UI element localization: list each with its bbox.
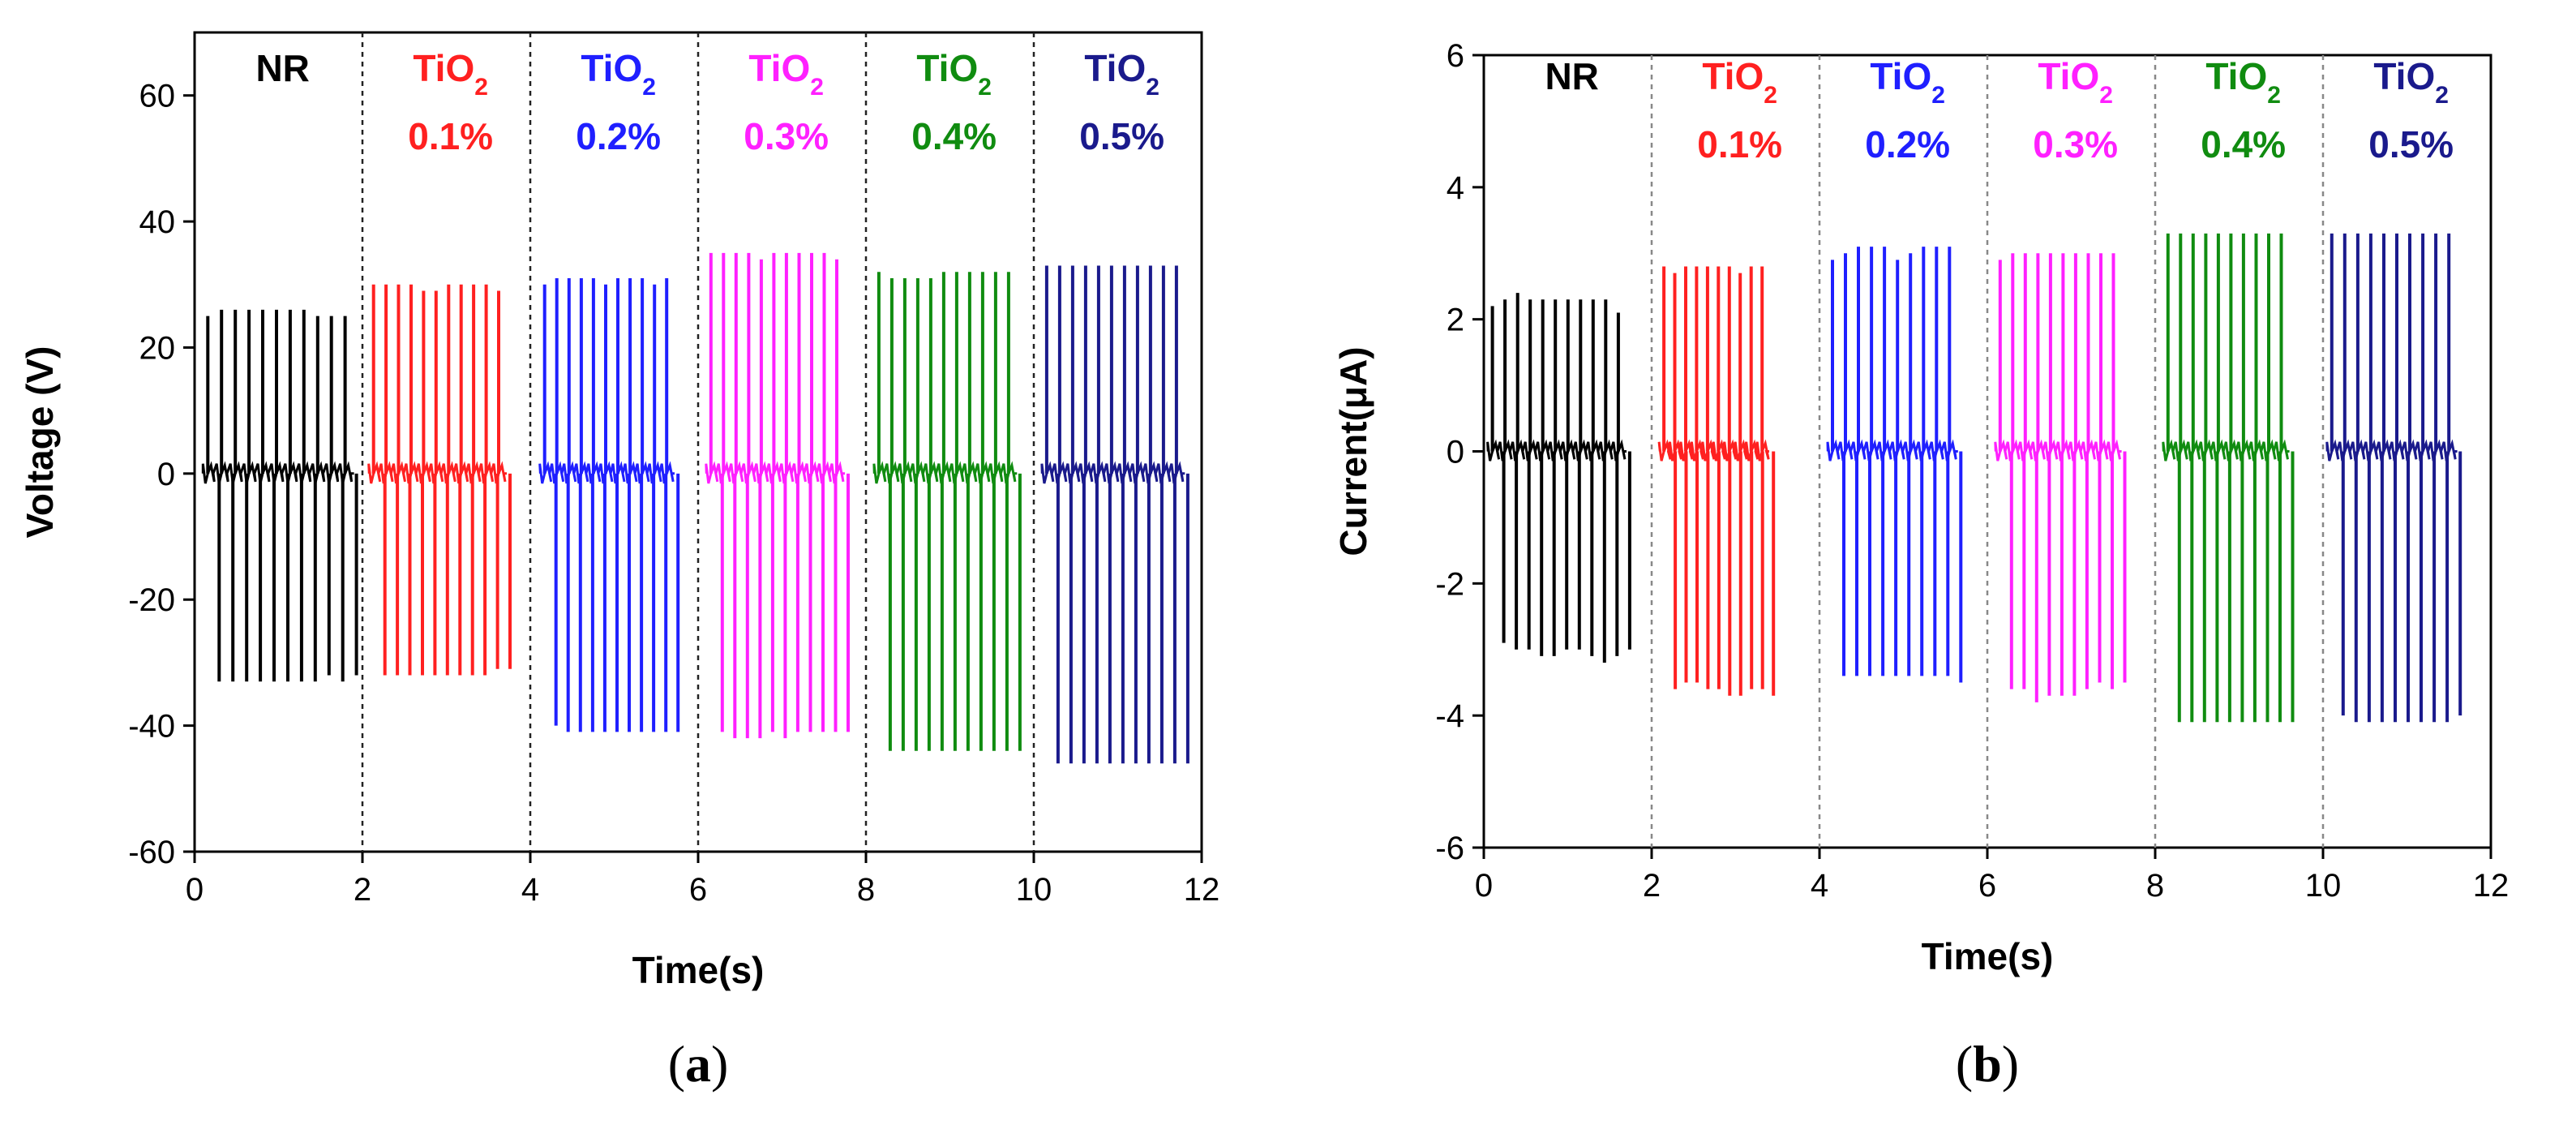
y-axis-title: Voltage (V) — [19, 346, 61, 539]
series-5 — [1040, 265, 1189, 764]
subscript: 2 — [1931, 82, 1945, 109]
panel-label: (a) — [668, 1035, 729, 1093]
panel-label-part: b — [1973, 1035, 2002, 1093]
y-tick-label: -20 — [128, 582, 175, 618]
group-label: NR — [1545, 55, 1598, 97]
series-0 — [1486, 293, 1631, 663]
group-label: NR — [255, 47, 309, 89]
group-label: TiO2 — [581, 47, 656, 101]
x-tick-label: 8 — [2146, 868, 2164, 904]
y-tick-label: -4 — [1435, 698, 1464, 734]
group-label: TiO2 — [748, 47, 824, 101]
x-axis-title: Time(s) — [1922, 935, 2054, 977]
subscript: 2 — [474, 74, 488, 101]
series-0 — [201, 309, 358, 682]
y-tick-label: 6 — [1447, 38, 1464, 74]
y-tick-label: 0 — [1447, 435, 1464, 470]
series-4 — [872, 272, 1022, 751]
panel-label-part: ) — [2002, 1035, 2019, 1093]
y-tick-label: -60 — [128, 835, 175, 870]
x-tick-label: 0 — [186, 872, 204, 908]
x-tick-label: 0 — [1475, 868, 1493, 904]
y-tick-label: -40 — [128, 709, 175, 745]
group-value-label: 0.2% — [576, 115, 661, 157]
panel-label-part: ( — [668, 1035, 685, 1093]
panel-label-part: ) — [711, 1035, 728, 1093]
subscript: 2 — [2099, 82, 2113, 109]
subscript: 2 — [1146, 74, 1159, 101]
group-label: TiO2 — [916, 47, 992, 101]
y-axis-title: Current(μA) — [1332, 346, 1374, 556]
group-label: TiO2 — [2373, 55, 2449, 109]
y-tick-label: 40 — [139, 204, 176, 240]
x-tick-label: 12 — [2473, 868, 2510, 904]
subscript: 2 — [2435, 82, 2449, 109]
baseline-trace — [1826, 439, 1958, 462]
panel-label: (b) — [1956, 1035, 2019, 1093]
series-4 — [2162, 233, 2295, 723]
group-value-label: 0.3% — [744, 115, 829, 157]
x-tick-label: 8 — [857, 872, 875, 908]
group-value-label: 0.3% — [2033, 123, 2118, 165]
series-1 — [1657, 266, 1776, 696]
group-value-label: 0.4% — [2201, 123, 2286, 165]
panel-b: NR TiO2 0.1% TiO2 0.2% TiO2 0.3% TiO2 0.4% TiO2 0.… — [1332, 38, 2509, 1093]
group-label: TiO2 — [1084, 47, 1159, 101]
subscript: 2 — [1764, 82, 1777, 109]
y-tick-label: 20 — [139, 330, 176, 366]
x-tick-label: 10 — [1016, 872, 1052, 908]
x-tick-label: 10 — [2305, 868, 2342, 904]
subscript: 2 — [810, 74, 824, 101]
group-value-label: 0.1% — [408, 115, 493, 157]
group-label: TiO2 — [413, 47, 488, 101]
group-label: TiO2 — [2205, 55, 2281, 109]
group-value-label: 0.2% — [1865, 123, 1950, 165]
y-tick-label: 4 — [1447, 170, 1464, 206]
panel-label-part: a — [685, 1035, 711, 1093]
x-axis-title: Time(s) — [632, 949, 765, 991]
series-3 — [1994, 253, 2127, 702]
series-2 — [1826, 247, 1963, 683]
panel-a: NR TiO2 0.1% TiO2 0.2% TiO2 0.3% TiO2 0.4% TiO2 0.… — [19, 31, 1220, 1093]
series-1 — [367, 284, 512, 676]
series-3 — [705, 252, 850, 739]
subscript: 2 — [978, 74, 992, 101]
baseline-trace — [2325, 439, 2458, 462]
x-tick-label: 4 — [521, 872, 539, 908]
group-label: TiO2 — [2038, 55, 2113, 109]
subscript: 2 — [2267, 82, 2281, 109]
group-value-label: 0.4% — [911, 115, 997, 157]
x-tick-label: 6 — [689, 872, 707, 908]
panel-label-part: ( — [1956, 1035, 1973, 1093]
x-tick-label: 12 — [1184, 872, 1220, 908]
y-tick-label: 0 — [157, 457, 175, 492]
x-tick-label: 4 — [1811, 868, 1828, 904]
y-tick-label: 60 — [139, 79, 176, 114]
subscript: 2 — [642, 74, 656, 101]
x-tick-label: 6 — [1978, 868, 1996, 904]
y-tick-label: -6 — [1435, 831, 1464, 866]
group-label: TiO2 — [1702, 55, 1777, 109]
group-value-label: 0.1% — [1697, 123, 1782, 165]
group-value-label: 0.5% — [1079, 115, 1164, 157]
y-tick-label: 2 — [1447, 303, 1464, 338]
series-5 — [2325, 233, 2462, 723]
x-tick-label: 2 — [1643, 868, 1661, 904]
group-value-label: 0.5% — [2368, 123, 2454, 165]
x-tick-label: 2 — [354, 872, 371, 908]
group-label: TiO2 — [1870, 55, 1945, 109]
series-2 — [538, 278, 680, 732]
y-tick-label: -2 — [1435, 566, 1464, 602]
